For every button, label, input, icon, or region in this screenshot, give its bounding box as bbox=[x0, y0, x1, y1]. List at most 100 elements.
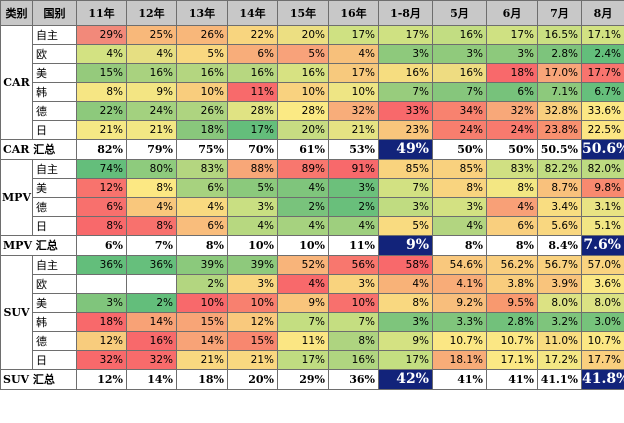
share-cell: 10.7% bbox=[581, 331, 624, 351]
share-cell: 2% bbox=[176, 274, 228, 294]
share-cell: 6% bbox=[486, 82, 538, 102]
share-cell: 82.2% bbox=[537, 159, 582, 179]
share-cell: 16% bbox=[126, 63, 177, 83]
share-cell: 17% bbox=[378, 350, 433, 370]
table-row: 美 3% 2% 10% 10% 9% 10% 8% 9.2% 9.5% 8.0% 8.0% bbox=[1, 293, 624, 313]
table-row: 日 8% 8% 6% 4% 4% 4% 5% 4% 6% 5.6% 5.1% bbox=[1, 216, 624, 236]
share-cell: 17.0% bbox=[537, 63, 582, 83]
share-cell: 3% bbox=[432, 44, 487, 64]
share-cell: 15% bbox=[76, 63, 127, 83]
share-cell: 23.8% bbox=[537, 120, 582, 140]
total-cell: 70% bbox=[227, 139, 278, 160]
share-cell: 21% bbox=[176, 350, 228, 370]
share-cell: 14% bbox=[176, 331, 228, 351]
share-cell: 28% bbox=[227, 101, 278, 121]
share-cell: 4% bbox=[126, 197, 177, 217]
share-cell: 16% bbox=[126, 331, 177, 351]
total-cell: 8% bbox=[486, 235, 538, 256]
total-cell: 50% bbox=[432, 139, 487, 160]
share-cell: 7% bbox=[432, 82, 487, 102]
share-cell bbox=[76, 274, 127, 294]
share-cell: 83% bbox=[486, 159, 538, 179]
share-cell: 5% bbox=[176, 44, 228, 64]
share-cell: 3.2% bbox=[537, 312, 582, 332]
category-label: CAR bbox=[0, 25, 33, 140]
table-row: 德 6% 4% 4% 3% 2% 2% 3% 3% 4% 3.4% 3.1% bbox=[1, 197, 624, 217]
total-cell: 53% bbox=[328, 139, 379, 160]
total-cell: 50.5% bbox=[537, 139, 582, 160]
share-cell bbox=[126, 274, 177, 294]
table-row: 韩 8% 9% 10% 11% 10% 10% 7% 7% 6% 7.1% 6.7% bbox=[1, 82, 624, 102]
share-cell: 6.7% bbox=[581, 82, 624, 102]
share-cell: 32.8% bbox=[537, 101, 582, 121]
country-label: 韩 bbox=[32, 82, 77, 102]
share-cell: 12% bbox=[227, 312, 278, 332]
total-cell: 42% bbox=[378, 369, 433, 390]
header-col: 11年 bbox=[76, 0, 127, 26]
share-cell: 3% bbox=[227, 197, 278, 217]
share-cell: 3% bbox=[486, 44, 538, 64]
share-cell: 8% bbox=[76, 82, 127, 102]
share-cell: 8% bbox=[126, 178, 177, 198]
share-cell: 56% bbox=[328, 255, 379, 275]
table-row: 德 22% 24% 26% 28% 28% 32% 33% 34% 32% 32.8% 33.6% bbox=[1, 101, 624, 121]
share-cell: 12% bbox=[76, 331, 127, 351]
header-col: 1-8月 bbox=[378, 0, 433, 26]
share-cell: 34% bbox=[432, 101, 487, 121]
total-label: MPV 汇总 bbox=[0, 235, 77, 256]
country-label: 韩 bbox=[32, 312, 77, 332]
share-cell: 8% bbox=[328, 331, 379, 351]
total-cell: 14% bbox=[126, 369, 177, 390]
total-label: CAR 汇总 bbox=[0, 139, 77, 160]
share-cell: 9% bbox=[378, 331, 433, 351]
share-cell: 5% bbox=[378, 216, 433, 236]
country-label: 欧 bbox=[32, 44, 77, 64]
share-cell: 4% bbox=[176, 197, 228, 217]
table-row: CAR 自主 29% 25% 26% 22% 20% 17% 17% 16% 17% 16.5% 17.… bbox=[0, 25, 624, 140]
share-cell: 8.0% bbox=[537, 293, 582, 313]
share-cell: 24% bbox=[432, 120, 487, 140]
share-cell: 8% bbox=[432, 178, 487, 198]
country-label: 美 bbox=[32, 63, 77, 83]
share-cell: 22% bbox=[76, 101, 127, 121]
share-cell: 80% bbox=[126, 159, 177, 179]
share-cell: 8% bbox=[76, 216, 127, 236]
total-cell: 18% bbox=[176, 369, 228, 390]
share-cell: 4% bbox=[277, 178, 329, 198]
share-cell: 8.7% bbox=[537, 178, 582, 198]
total-cell: 41% bbox=[432, 369, 487, 390]
share-cell: 21% bbox=[126, 120, 177, 140]
share-cell: 4% bbox=[328, 216, 379, 236]
share-cell: 54.6% bbox=[432, 255, 487, 275]
share-cell: 7% bbox=[378, 82, 433, 102]
share-cell: 91% bbox=[328, 159, 379, 179]
share-cell: 3.3% bbox=[432, 312, 487, 332]
share-cell: 6% bbox=[486, 216, 538, 236]
total-cell: 7.6% bbox=[581, 235, 624, 256]
share-cell: 16% bbox=[378, 63, 433, 83]
header-col: 8月 bbox=[581, 0, 624, 26]
header-col: 6月 bbox=[486, 0, 538, 26]
table-row: SUV 自主 36% 36% 39% 39% 52% 56% 58% 54.6% 56.2% 56.7… bbox=[0, 255, 624, 370]
share-cell: 20% bbox=[277, 120, 329, 140]
share-cell: 29% bbox=[76, 25, 127, 45]
share-cell: 36% bbox=[76, 255, 127, 275]
share-cell: 74% bbox=[76, 159, 127, 179]
total-cell: 12% bbox=[76, 369, 127, 390]
table-row: 德 12% 16% 14% 15% 11% 8% 9% 10.7% 10.7% 11.0% 10.7% bbox=[1, 331, 624, 351]
share-cell: 4% bbox=[378, 274, 433, 294]
market-share-table: 类别 国别 11年 12年 13年 14年 15年 16年 1-8月 5月 6月… bbox=[0, 0, 624, 390]
share-cell: 18% bbox=[176, 120, 228, 140]
share-cell: 10.7% bbox=[432, 331, 487, 351]
total-label: SUV 汇总 bbox=[0, 369, 77, 390]
share-cell: 3% bbox=[378, 44, 433, 64]
total-cell: 20% bbox=[227, 369, 278, 390]
share-cell: 9% bbox=[277, 293, 329, 313]
share-cell: 3% bbox=[432, 197, 487, 217]
total-cell: 41.8% bbox=[581, 369, 624, 390]
share-cell: 24% bbox=[126, 101, 177, 121]
share-cell: 16% bbox=[328, 350, 379, 370]
share-cell: 4% bbox=[328, 44, 379, 64]
total-cell: 61% bbox=[277, 139, 329, 160]
share-cell: 8.0% bbox=[581, 293, 624, 313]
